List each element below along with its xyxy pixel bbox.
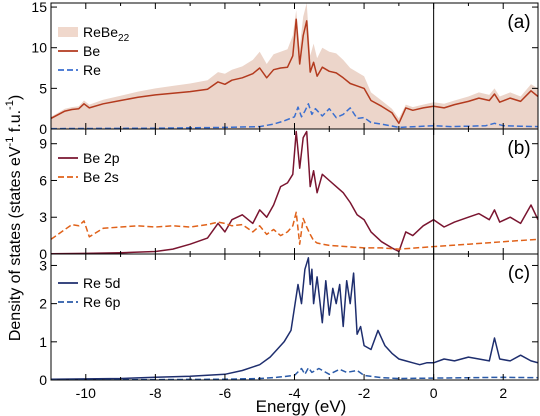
legend-label: Be <box>83 43 100 59</box>
legend-label: Re 6p <box>83 294 121 310</box>
legend-label: ReBe22 <box>83 24 130 44</box>
y-axis-label-exp1: -1 <box>4 137 16 147</box>
legend: Be 2p Be 2s <box>58 150 120 185</box>
y-tick-label: 0 <box>39 246 47 262</box>
y-tick-label: 15 <box>31 0 47 15</box>
y-axis-label-main: Density of states (states eV <box>7 146 24 341</box>
y-axis-label: Density of states (states eV-1 f.u.-1) <box>4 95 24 341</box>
series-line-Re <box>51 103 538 129</box>
legend-label: Be 2p <box>83 150 120 166</box>
plot-area <box>51 130 538 254</box>
series-fill-ReBe22 <box>51 3 538 129</box>
legend-label: Re 5d <box>83 275 120 291</box>
y-tick-label: 1 <box>39 334 47 350</box>
series-line-Re-6p <box>51 367 538 380</box>
series-line-Be-2s <box>51 211 538 250</box>
panel-label: (a) <box>507 12 530 33</box>
y-tick-label: 0 <box>39 121 47 137</box>
x-tick-label: -8 <box>149 385 162 401</box>
panel-b: 0 3 6 9 (b) Be 2p Be 2s <box>39 128 539 262</box>
y-axis-label-exp2: -1 <box>4 100 16 110</box>
panel-label: (c) <box>508 263 530 284</box>
y-tick-label: 5 <box>39 80 47 96</box>
legend: Re 5d Re 6p <box>58 275 121 310</box>
series-line-Be-2p <box>51 130 538 254</box>
y-tick-label: 10 <box>31 40 47 56</box>
x-tick-label: -4 <box>288 385 301 401</box>
y-tick-label: 2 <box>39 296 47 312</box>
y-tick-label: 9 <box>39 136 47 152</box>
legend-label: Be 2s <box>83 169 119 185</box>
x-tick-label: -10 <box>76 385 96 401</box>
x-tick-label: 2 <box>499 385 507 401</box>
y-tick-label: 3 <box>39 209 47 225</box>
series-line-Re-5d <box>51 257 538 380</box>
y-axis-label-mid: f.u. <box>7 110 24 137</box>
y-tick-label: 0 <box>39 372 47 388</box>
legend-swatch <box>58 27 78 37</box>
x-tick-label: -2 <box>358 385 371 401</box>
plot-area <box>51 3 538 129</box>
legend-label: Re <box>83 62 101 78</box>
panel-frame <box>50 253 539 381</box>
y-axis-label-end: ) <box>7 95 24 100</box>
panel-label: (b) <box>507 138 530 159</box>
plot-area <box>51 257 538 380</box>
x-tick-label: 0 <box>430 385 438 401</box>
y-tick-label: 3 <box>39 257 47 273</box>
x-axis-label: Energy (eV) <box>256 397 347 416</box>
legend-label-subscript: 22 <box>118 33 130 44</box>
panel-c: 0 1 2 3 (c) Re 5d Re 6p <box>39 253 539 388</box>
x-tick-label: -6 <box>219 385 232 401</box>
y-tick-label: 6 <box>39 172 47 188</box>
series-line-Be <box>51 18 538 125</box>
